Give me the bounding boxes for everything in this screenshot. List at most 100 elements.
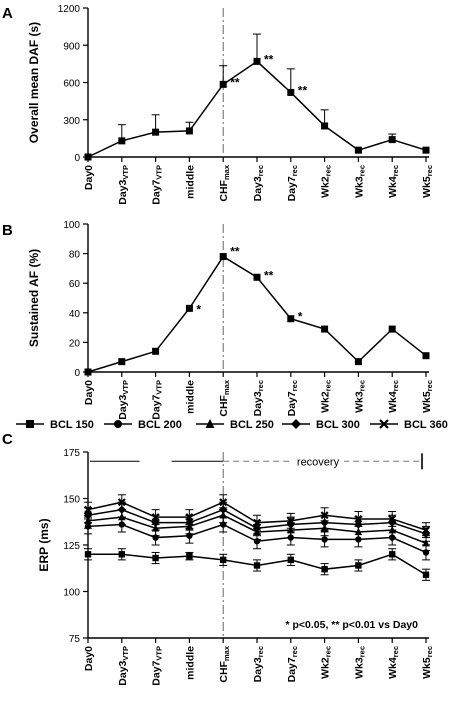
category-label-subscript: rec (391, 380, 400, 391)
data-point (84, 505, 92, 514)
y-axis-label: ERP (ms) (37, 518, 51, 571)
category-label-subscript: rec (256, 165, 265, 176)
y-tick-label: 75 (69, 634, 81, 645)
data-point (118, 358, 126, 366)
recovery-label-bg (292, 454, 344, 468)
y-tick-label: 900 (63, 41, 80, 52)
y-tick-label: 0 (74, 368, 80, 379)
panel-letter: B (2, 222, 13, 239)
panel-letter: A (2, 5, 13, 22)
panel-letter: C (2, 431, 13, 448)
data-point (422, 538, 430, 547)
category-label: Wk2rec (320, 165, 333, 198)
data-point (219, 498, 228, 507)
category-label: Wk5rec (421, 646, 434, 679)
category-label: Wk3rec (353, 646, 366, 679)
y-tick-label: 40 (69, 309, 81, 320)
data-point (253, 562, 261, 569)
series-main (84, 253, 430, 376)
category-label: middle (184, 380, 196, 414)
legend-marker-diamond (291, 419, 301, 429)
series-main (84, 33, 430, 161)
data-point (185, 304, 193, 312)
y-tick-label: 175 (63, 448, 80, 459)
series-bcl-360 (84, 494, 430, 539)
data-point (422, 526, 430, 535)
series-bcl-150 (84, 548, 430, 581)
category-label-subscript: rec (391, 165, 400, 176)
data-point (422, 571, 430, 578)
data-point (219, 80, 227, 88)
data-point (354, 146, 362, 154)
data-point (422, 352, 430, 360)
category-label-subscript: rec (290, 165, 299, 176)
y-tick-label: 125 (63, 541, 80, 552)
data-point (388, 136, 396, 144)
category-label-subscript: max (222, 164, 231, 180)
significance-marker: * (196, 302, 201, 316)
category-label: middle (184, 165, 196, 199)
significance-marker: ** (264, 52, 274, 66)
category-label: middle (184, 646, 196, 680)
category-label-subscript: rec (324, 380, 333, 391)
category-label-subscript: rec (391, 646, 400, 657)
category-label-subscript: rec (425, 380, 434, 391)
category-label-subscript: rec (357, 380, 366, 391)
category-label: Day3rec (252, 646, 265, 682)
y-tick-label: 150 (63, 495, 80, 506)
data-point (389, 551, 396, 558)
category-label: Day3rec (252, 380, 265, 416)
category-label-subscript: rec (425, 165, 434, 176)
y-axis-label: Overall mean DAF (s) (27, 22, 41, 143)
category-label: Day3VTP (117, 380, 130, 420)
significance-marker: ** (298, 83, 308, 97)
data-point (354, 514, 363, 523)
legend: BCL 150 BCL 200 BCL 250 BCL 300 BCL 360 (16, 419, 448, 431)
category-label: CHFmax (218, 645, 231, 682)
category-label: Wk3rec (353, 165, 366, 198)
category-label-subscript: VTP (155, 165, 164, 180)
category-label-subscript: max (222, 645, 231, 661)
category-label: Day7VTP (151, 165, 164, 205)
category-label-subscript: rec (290, 646, 299, 657)
category-label: Wk4rec (387, 646, 400, 679)
category-label: Day0 (83, 646, 95, 671)
data-point (118, 551, 125, 558)
category-label-subscript: VTP (121, 165, 130, 180)
data-point (354, 358, 362, 366)
legend-label: BCL 300 (316, 419, 360, 431)
data-point (321, 325, 329, 333)
y-tick-label: 0 (74, 153, 80, 164)
data-point (422, 146, 430, 154)
significance-marker: * (298, 310, 303, 324)
data-point (253, 57, 261, 65)
category-label-subscript: VTP (155, 646, 164, 661)
data-point (388, 325, 396, 333)
category-label-subscript: rec (290, 380, 299, 391)
significance-marker: ** (264, 268, 274, 282)
y-axis-label: Sustained AF (%) (27, 249, 41, 347)
category-label: Wk4rec (387, 380, 400, 413)
recovery-phase-label: recovery (297, 456, 340, 468)
category-label-subscript: VTP (121, 380, 130, 395)
panel-C: C 75 100 125 150 175 ERP (ms) Day0 Day3VTP Day7VT… (2, 419, 448, 686)
category-label: Day7rec (286, 380, 299, 416)
category-label-subscript: rec (357, 646, 366, 657)
data-point (185, 513, 194, 522)
significance-note: * p<0.05, ** p<0.01 vs Day0 (285, 619, 418, 631)
data-point (320, 511, 329, 520)
legend-label: BCL 250 (230, 419, 274, 431)
category-label: Day7VTP (151, 646, 164, 686)
category-label: Day3VTP (117, 646, 130, 686)
data-point (84, 153, 92, 161)
data-point (388, 514, 397, 523)
category-label-subscript: VTP (121, 646, 130, 661)
y-tick-label: 1200 (58, 4, 81, 15)
legend-label: BCL 150 (50, 419, 94, 431)
data-point (253, 518, 261, 527)
data-point (152, 347, 160, 355)
data-point (321, 536, 328, 543)
data-point (84, 368, 92, 376)
y-tick-label: 20 (69, 338, 81, 349)
